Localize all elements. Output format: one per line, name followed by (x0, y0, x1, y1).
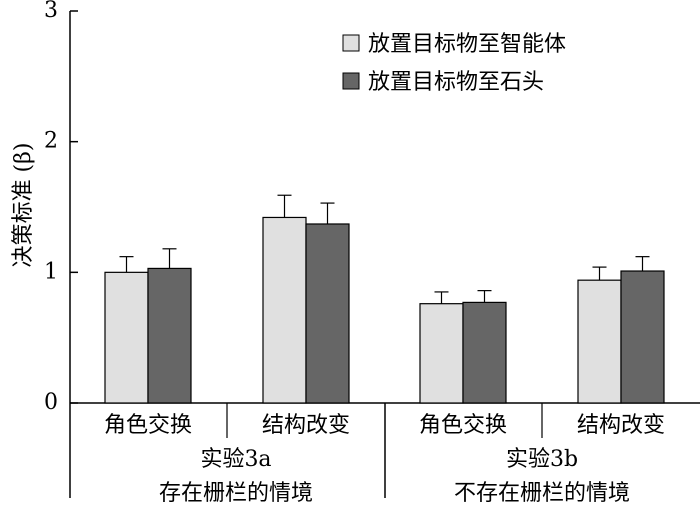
x-tick-label: 角色交换 (104, 413, 192, 438)
group-label: 实验3b (506, 447, 578, 472)
y-tick-label: 1 (44, 259, 58, 284)
group-sublabel: 存在栅栏的情境 (159, 481, 313, 506)
x-tick-label: 结构改变 (262, 413, 350, 438)
x-tick-label: 结构改变 (577, 413, 665, 438)
legend: 放置目标物至智能体 放置目标物至石头 (342, 32, 566, 95)
group-sublabel: 不存在栅栏的情境 (454, 481, 630, 506)
bar (147, 267, 192, 404)
legend-label-agent: 放置目标物至智能体 (368, 32, 566, 57)
y-axis-label: 决策标准 (β) (11, 143, 36, 268)
legend-swatch-agent (342, 34, 360, 52)
bar (577, 279, 622, 404)
bar (419, 303, 464, 404)
y-tick-label: 0 (44, 390, 58, 415)
bar (620, 270, 665, 404)
bar (462, 301, 507, 404)
y-tick-label: 2 (44, 129, 58, 154)
group-label: 实验3a (200, 447, 271, 472)
bar (262, 216, 307, 404)
bar (104, 271, 149, 404)
x-tick-label: 角色交换 (419, 413, 507, 438)
y-tick-label: 3 (44, 0, 58, 23)
legend-label-stone: 放置目标物至石头 (368, 70, 544, 95)
legend-swatch-stone (342, 72, 360, 90)
bar (305, 223, 350, 404)
